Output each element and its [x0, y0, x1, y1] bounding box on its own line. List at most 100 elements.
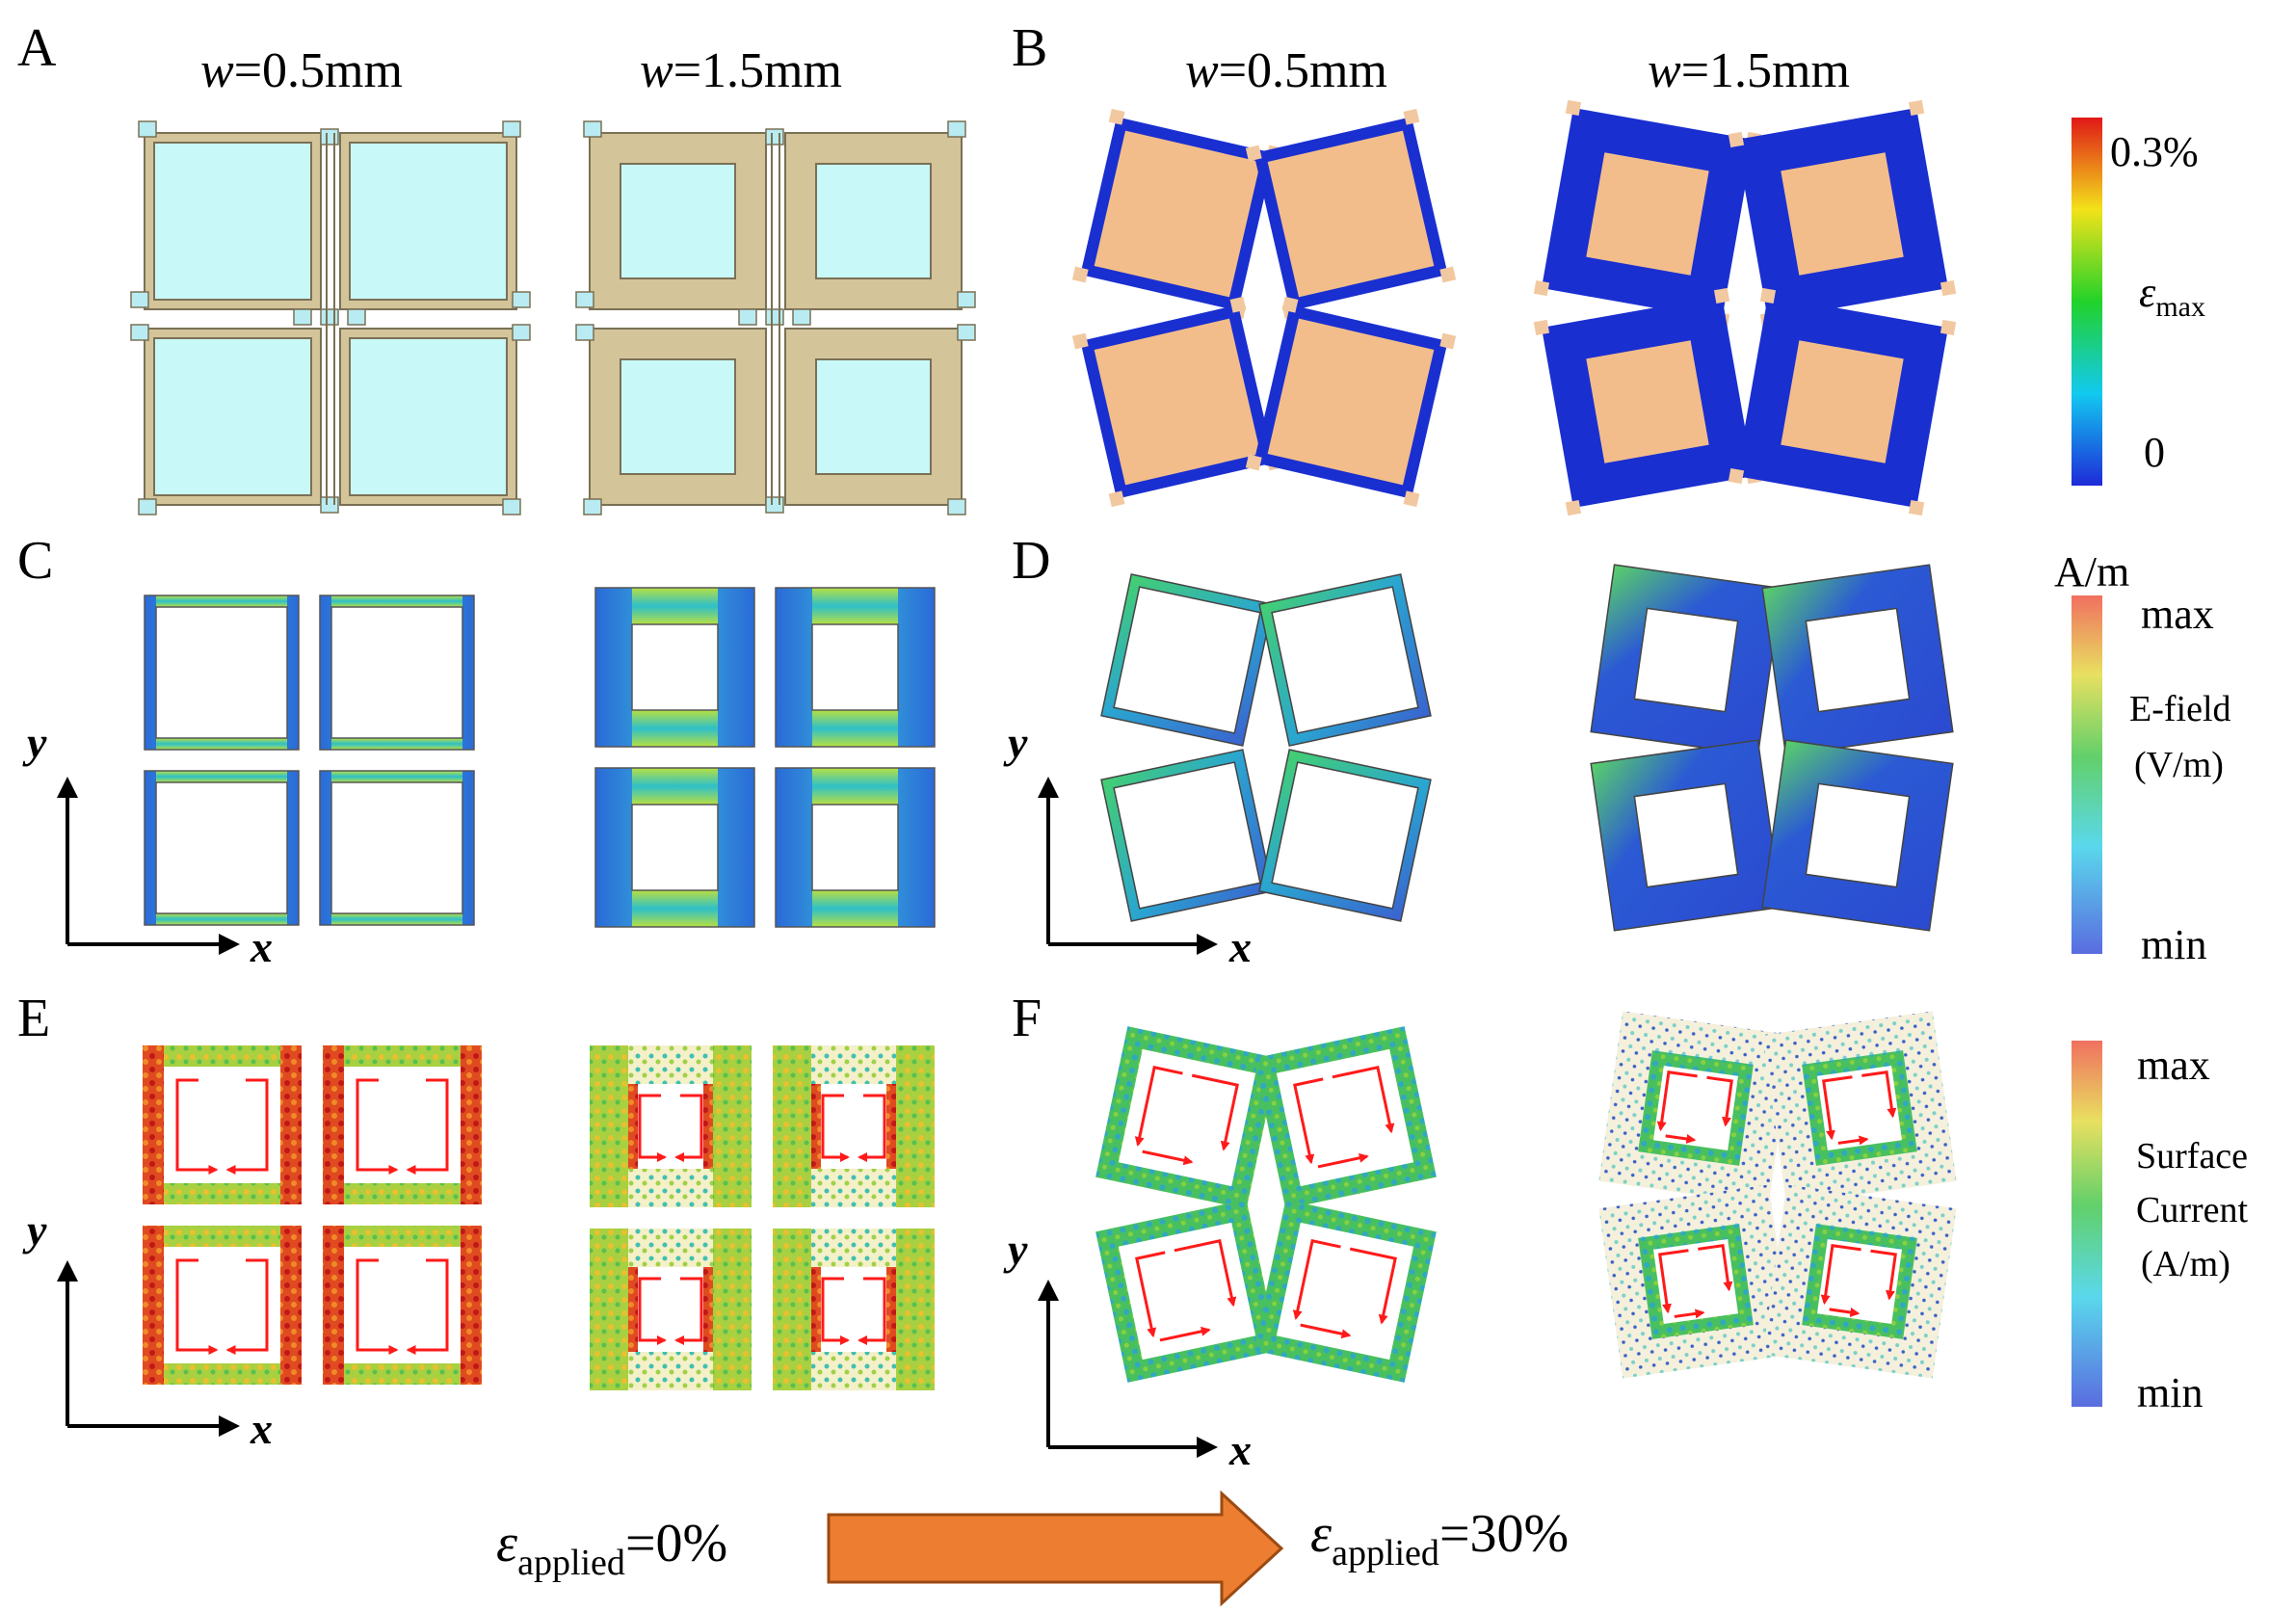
field-frame — [1761, 564, 1954, 756]
frame-window — [1781, 340, 1904, 463]
hinge-joint — [1108, 108, 1125, 125]
hinge-joint — [502, 120, 521, 138]
current-frame — [1762, 1184, 1957, 1379]
axis-y-label: y — [1003, 718, 1028, 767]
current-direction-arrow — [1698, 1244, 1733, 1292]
current-frame — [1095, 1026, 1279, 1209]
field-frame-edge — [156, 738, 287, 750]
current-frame-edge — [323, 1363, 482, 1385]
frame-window — [153, 337, 312, 496]
hinge-joint — [1728, 467, 1745, 485]
frame-window — [620, 358, 736, 475]
hinge-joint — [1908, 499, 1925, 516]
current-frame-inner — [1638, 1224, 1754, 1339]
efield-colorbar-max: max — [2141, 591, 2214, 638]
hinge-joint — [947, 120, 966, 138]
field-deformed-frame — [1761, 564, 1954, 756]
current-frame-edge — [773, 1045, 811, 1207]
current-direction-arrow — [406, 1078, 449, 1175]
efield-colorbar-bar — [2072, 595, 2102, 954]
hinge-joint — [1940, 319, 1957, 336]
current-direction-arrow — [858, 1094, 886, 1162]
current-direction-arrow — [1293, 1077, 1324, 1165]
current-direction-arrow — [1317, 1152, 1369, 1169]
frame-window — [330, 781, 463, 914]
current-frame — [1254, 1200, 1437, 1383]
current-deformed-frame — [1095, 1200, 1279, 1383]
field-frame — [1590, 739, 1782, 932]
frame-outline — [775, 767, 936, 928]
hinge-joint — [502, 498, 521, 515]
applied-strain-start: εapplied=0% — [496, 1514, 727, 1583]
hinge-joint — [1245, 145, 1262, 162]
hinge-joint — [138, 120, 157, 138]
applied-strain-arrow — [827, 1490, 1284, 1607]
field-deformed-frame — [1590, 739, 1782, 932]
hinge-joint — [1533, 319, 1550, 336]
current-direction-arrow — [1134, 1066, 1183, 1147]
current-direction-arrow — [1349, 1247, 1397, 1325]
field-frame-edge — [331, 738, 462, 750]
panel-label-b: B — [1012, 18, 1047, 78]
current-frame-edge — [143, 1226, 164, 1385]
field-frame — [1258, 573, 1432, 747]
axis-x-label: x — [1228, 922, 1252, 971]
field-frame — [1100, 573, 1274, 747]
axis-x-label: x — [250, 922, 273, 971]
current-direction-arrow — [1292, 1239, 1341, 1320]
current-frame-edge — [713, 1229, 752, 1390]
current-frame-inner — [1802, 1050, 1917, 1166]
frame-window — [1586, 152, 1709, 276]
current-frame-inner — [1802, 1224, 1917, 1339]
current-direction-arrow — [1665, 1134, 1697, 1144]
current-direction-arrow — [1191, 1073, 1239, 1151]
current-deformed-frame — [1254, 1200, 1437, 1383]
current-direction-arrow — [1656, 1070, 1698, 1132]
hinge-joint — [1281, 296, 1299, 313]
field-frame-edge — [812, 890, 898, 927]
current-direction-arrow — [1706, 1075, 1733, 1127]
current-direction-arrow — [1135, 1251, 1166, 1338]
current-frame-edge — [773, 1229, 811, 1390]
frame-outline — [594, 587, 755, 748]
hinge-joint — [947, 498, 966, 515]
frame-window — [815, 358, 932, 475]
strain-colorbar-bar — [2072, 118, 2102, 486]
field-frame-edge — [156, 595, 287, 607]
current-direction-arrow — [225, 1258, 269, 1355]
field-frame-edge — [812, 768, 898, 805]
field-frame-edge — [632, 890, 718, 927]
hinge-joint — [583, 498, 602, 515]
hinge-joint — [1071, 332, 1089, 350]
hinge-joint — [792, 308, 811, 326]
hinge-joint — [1245, 454, 1262, 471]
current-direction-arrow — [1870, 1249, 1897, 1301]
width-label-b-left: w=0.5mm — [1185, 43, 1387, 98]
hinge-joint — [1403, 490, 1420, 508]
current-colorbar-min: min — [2137, 1369, 2203, 1416]
hinge-joint — [1439, 332, 1457, 350]
current-deformed-frame — [1762, 1011, 1957, 1205]
current-direction-arrow — [356, 1078, 399, 1175]
hinge-joint — [1229, 296, 1247, 313]
panel-d: D y x A/m max E-field (V/m) min — [1003, 531, 2231, 971]
current-direction-arrow — [858, 1277, 886, 1345]
hinge-joint — [1533, 279, 1550, 297]
applied-strain-end: εapplied=30% — [1310, 1504, 1569, 1573]
width-label-b-right: w=1.5mm — [1648, 43, 1850, 98]
field-deformed-frame — [1100, 749, 1274, 922]
current-deformed-cells — [1095, 1011, 1957, 1383]
panel-label-e: E — [17, 989, 50, 1048]
hinge-joint — [583, 120, 602, 138]
axis-y-label: y — [22, 718, 47, 767]
hinge-joint — [512, 291, 531, 308]
field-frame-edge — [812, 710, 898, 747]
field-frame-edge — [156, 913, 287, 925]
efield-colorbar-min: min — [2141, 921, 2206, 968]
strain-colorbar-bottom-label: 0 — [2144, 429, 2165, 476]
applied-strain-footer: εapplied=0% εapplied=30% — [496, 1490, 1569, 1607]
current-frame-edge — [143, 1183, 302, 1204]
frame-outline — [319, 770, 475, 926]
hinge-joint — [1759, 287, 1777, 304]
